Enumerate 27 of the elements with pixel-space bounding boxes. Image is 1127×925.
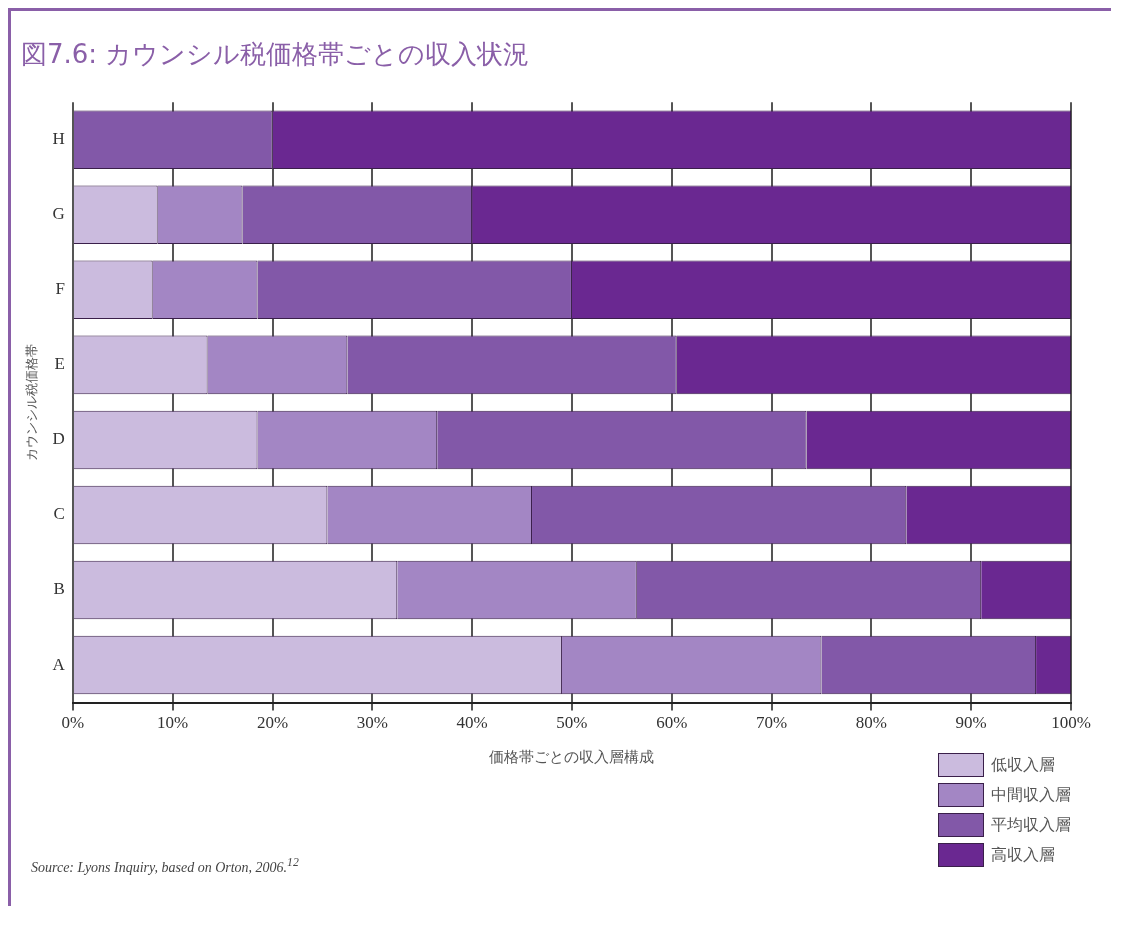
x-tick-label: 70% <box>755 713 788 733</box>
legend-label: 平均収入層 <box>991 814 1071 835</box>
y-tick-label: B <box>53 579 65 599</box>
x-tick-label: 100% <box>1051 713 1091 733</box>
chart-title: 図7.6: カウンシル税価格帯ごとの収入状況 <box>21 39 530 70</box>
x-tick-label: 80% <box>855 713 887 733</box>
legend-label: 高収入層 <box>991 844 1055 865</box>
x-tick-label: 50% <box>556 713 588 733</box>
y-tick-label: C <box>53 504 65 524</box>
y-tick-label: D <box>52 429 65 449</box>
source-note: Source: Lyons Inquiry, based on Orton, 2006.$^{12}$ <box>31 856 299 876</box>
x-tick-label: 90% <box>955 713 987 733</box>
x-tick-label: 60% <box>656 713 688 733</box>
y-tick-label: E <box>54 354 65 374</box>
x-tick-label: 10% <box>157 713 189 733</box>
y-tick-label: F <box>55 279 65 299</box>
x-tick-label: 30% <box>356 713 388 733</box>
x-tick-label: 40% <box>456 713 488 733</box>
x-tick-label: 20% <box>256 713 289 733</box>
x-axis-title: 価格帯ごとの収入層構成 <box>489 748 655 765</box>
y-tick-label: A <box>52 654 66 674</box>
y-tick-label: G <box>52 204 65 224</box>
x-tick-label: 0% <box>61 713 85 733</box>
legend-label: 中間収入層 <box>991 784 1071 805</box>
y-tick-label: H <box>52 129 65 149</box>
legend-label: 低収入層 <box>991 754 1055 775</box>
y-axis-title: カウンシル税価格帯 <box>24 343 40 461</box>
